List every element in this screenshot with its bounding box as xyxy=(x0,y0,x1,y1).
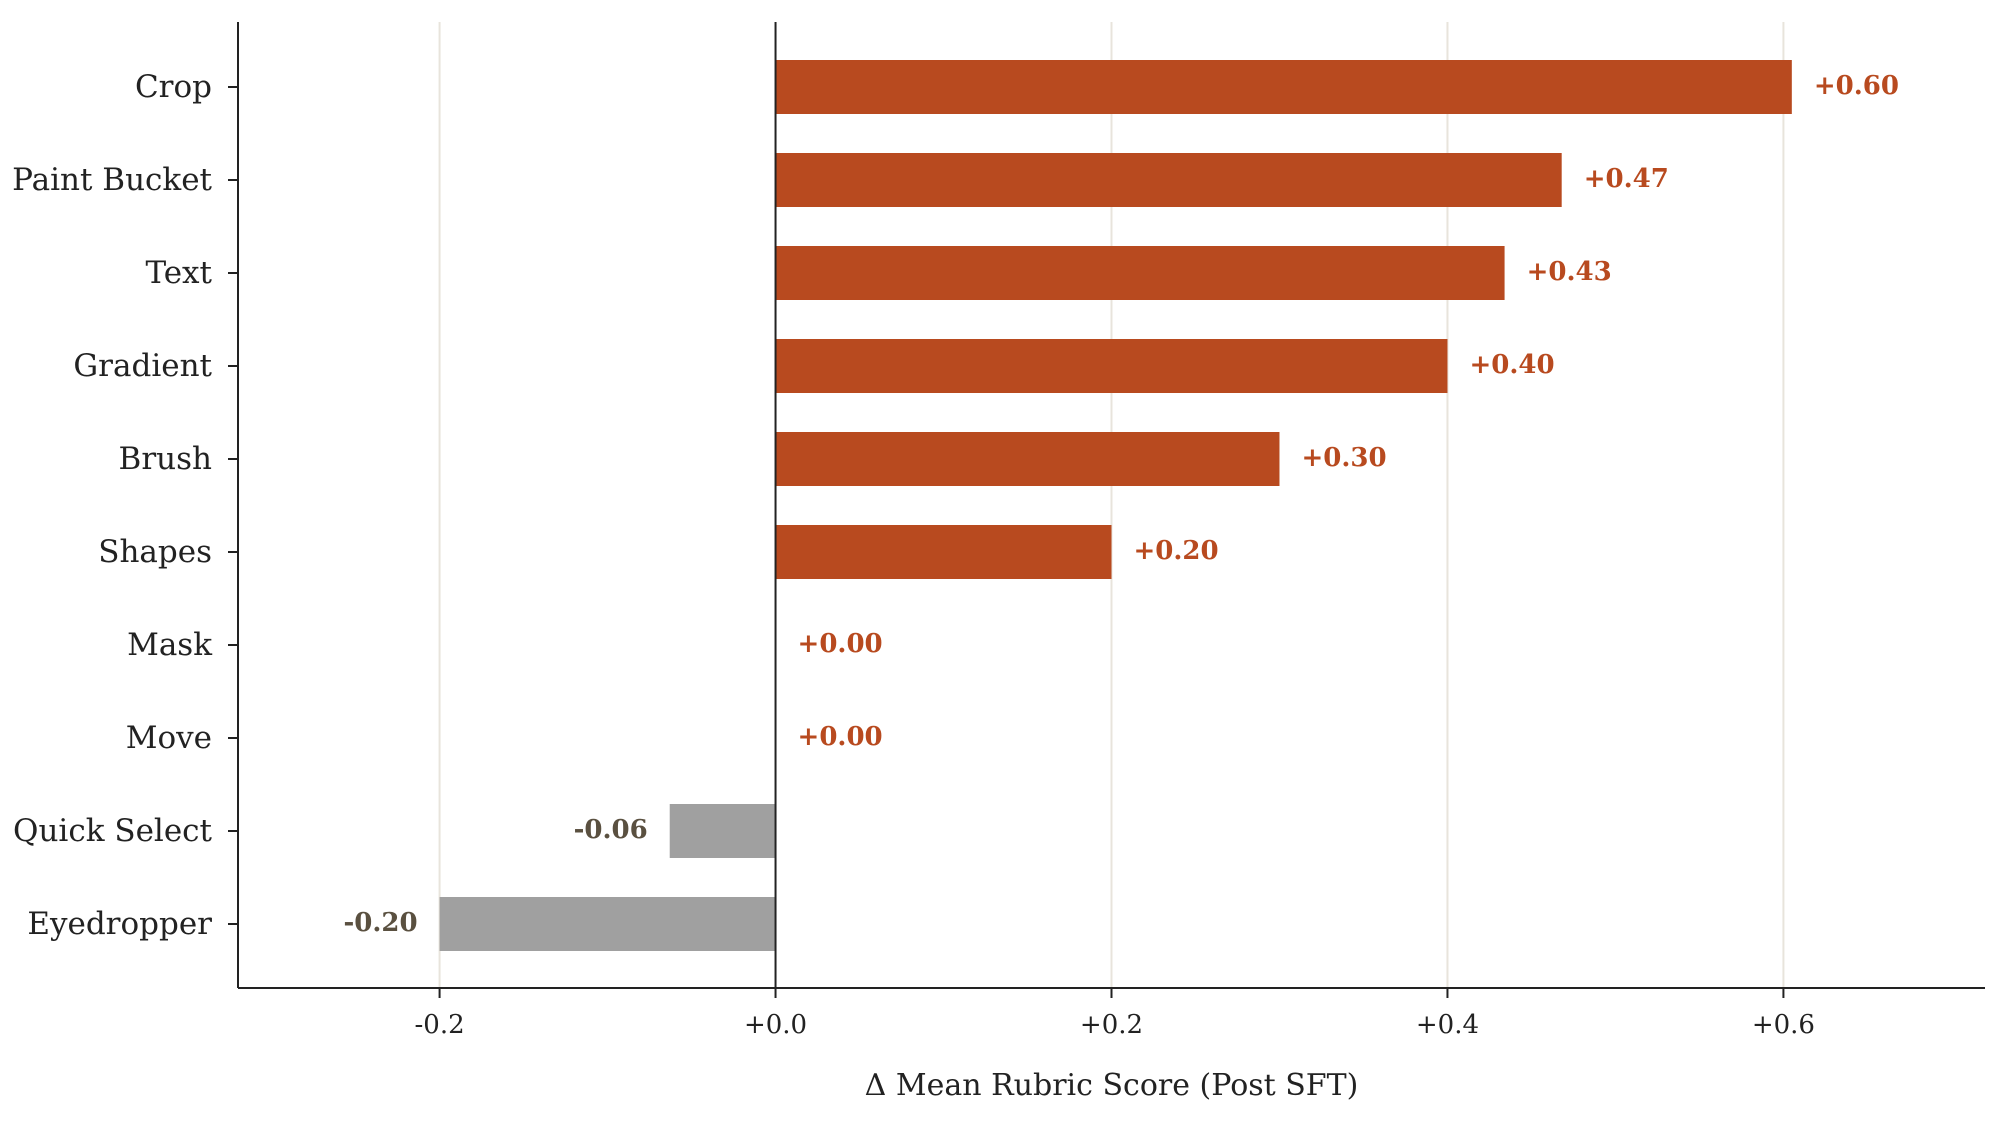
bar-9 xyxy=(439,897,776,951)
category-label-3: Gradient xyxy=(73,348,212,384)
data-label-8: -0.06 xyxy=(574,815,648,845)
data-label-3: +0.40 xyxy=(1469,350,1554,380)
bar-2 xyxy=(775,246,1505,300)
bar-0 xyxy=(775,60,1792,114)
x-tick-label-1: +0.0 xyxy=(744,1010,807,1040)
category-label-1: Paint Bucket xyxy=(12,162,212,198)
x-tick-label-3: +0.4 xyxy=(1416,1010,1479,1040)
bar-1 xyxy=(775,153,1562,207)
data-label-9: -0.20 xyxy=(343,908,417,938)
x-tick-label-4: +0.6 xyxy=(1752,1010,1815,1040)
category-label-9: Eyedropper xyxy=(27,906,212,942)
data-label-6: +0.00 xyxy=(798,629,883,659)
category-label-4: Brush xyxy=(119,441,212,477)
category-label-8: Quick Select xyxy=(13,813,212,849)
bar-8 xyxy=(669,804,776,858)
data-label-4: +0.30 xyxy=(1301,443,1386,473)
bar-4 xyxy=(775,432,1280,486)
data-label-7: +0.00 xyxy=(798,722,883,752)
x-ticks: -0.2 +0.0 +0.2 +0.4 +0.6 xyxy=(415,988,1815,1040)
bars xyxy=(439,60,1792,951)
category-label-6: Mask xyxy=(127,627,212,663)
category-label-5: Shapes xyxy=(98,534,212,570)
data-labels: +0.60 +0.47 +0.43 +0.40 +0.30 +0.20 +0.00 +0.00… xyxy=(343,71,1898,938)
x-tick-label-2: +0.2 xyxy=(1080,1010,1143,1040)
data-label-5: +0.20 xyxy=(1134,536,1219,566)
bar-3 xyxy=(775,339,1448,393)
data-label-2: +0.43 xyxy=(1527,257,1612,287)
category-label-0: Crop xyxy=(135,69,212,105)
category-label-7: Move xyxy=(126,720,212,756)
bar-5 xyxy=(775,525,1112,579)
category-label-2: Text xyxy=(145,255,212,291)
y-ticks: Crop Paint Bucket Text Gradient Brush Shapes M… xyxy=(12,69,238,942)
x-tick-label-0: -0.2 xyxy=(415,1010,465,1040)
data-label-1: +0.47 xyxy=(1584,164,1669,194)
x-axis-title: Δ Mean Rubric Score (Post SFT) xyxy=(865,1068,1359,1103)
data-label-0: +0.60 xyxy=(1814,71,1899,101)
